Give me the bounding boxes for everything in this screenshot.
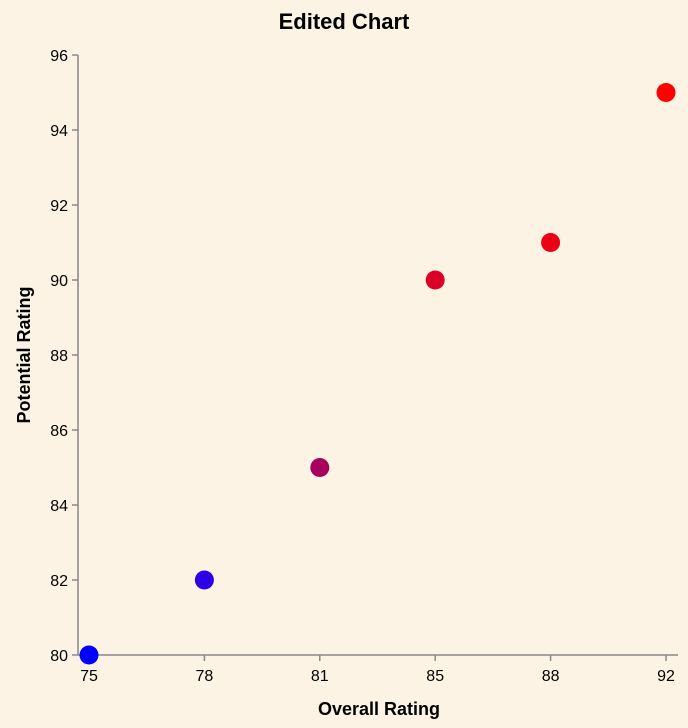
y-axis-title: Potential Rating: [14, 286, 34, 423]
x-axis: 75 78 81 85 88 92: [78, 654, 678, 685]
x-axis-title: Overall Rating: [318, 699, 440, 719]
data-points: [79, 83, 676, 665]
x-tick-label: 92: [657, 668, 675, 685]
y-tick-label: 96: [50, 48, 68, 65]
x-tick-label: 78: [196, 668, 214, 685]
x-tick-label: 85: [426, 668, 444, 685]
y-tick-label: 84: [50, 498, 68, 515]
y-tick-label: 86: [50, 423, 68, 440]
data-point-1[interactable]: [194, 570, 214, 590]
y-tick-label: 94: [50, 123, 68, 140]
x-tick-label: 81: [311, 668, 329, 685]
data-point-5[interactable]: [656, 83, 676, 102]
y-tick-label: 82: [50, 573, 68, 590]
x-tick-label: 88: [542, 668, 560, 685]
data-point-3[interactable]: [425, 270, 445, 290]
y-tick-label: 92: [50, 198, 68, 215]
chart-title: Edited Chart: [279, 9, 410, 34]
y-axis: 80 82 84 86 88 90 92 94 96: [50, 48, 79, 665]
y-tick-label: 90: [50, 273, 68, 290]
y-tick-label: 80: [50, 648, 68, 665]
data-point-0[interactable]: [79, 645, 99, 665]
data-point-4[interactable]: [541, 233, 561, 252]
data-point-2[interactable]: [310, 458, 330, 477]
x-tick-label: 75: [80, 668, 98, 685]
y-tick-label: 88: [50, 348, 68, 365]
